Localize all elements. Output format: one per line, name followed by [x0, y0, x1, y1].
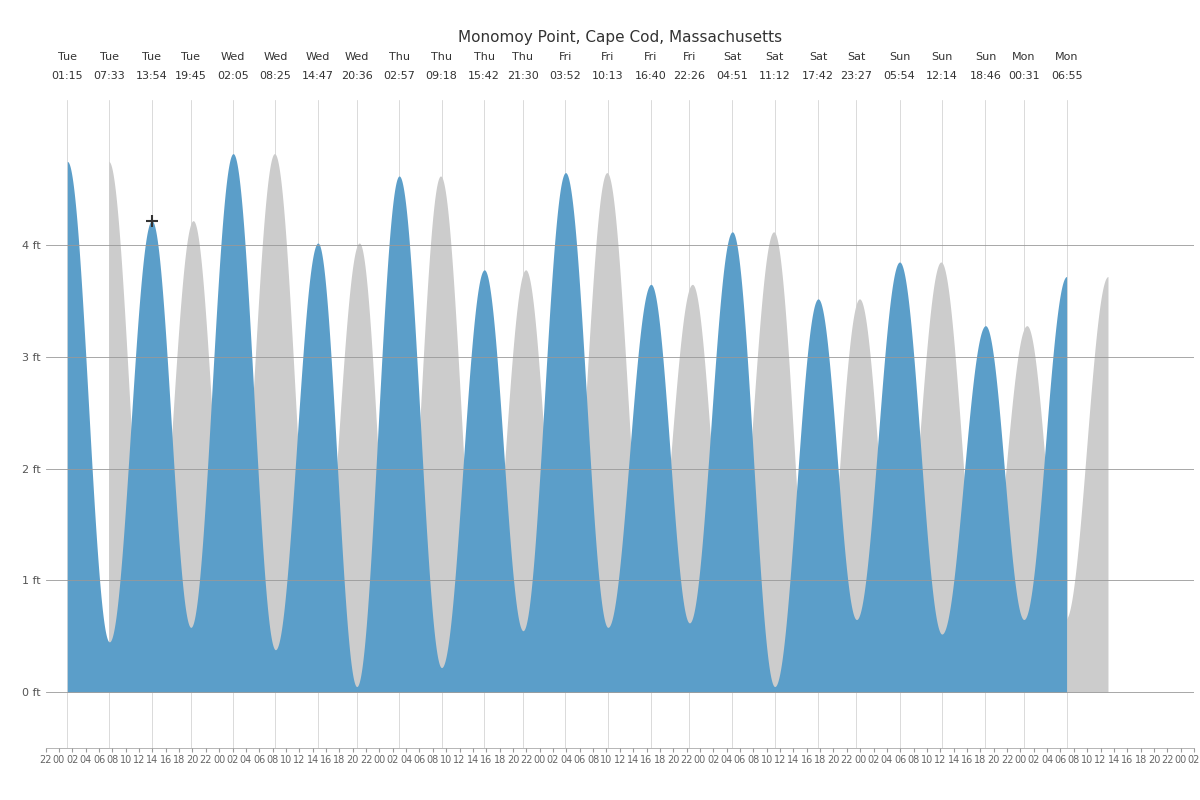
Text: 14:47: 14:47	[302, 70, 334, 81]
Text: 08:25: 08:25	[259, 70, 292, 81]
Text: Fri: Fri	[644, 53, 658, 62]
Text: 17:42: 17:42	[802, 70, 834, 81]
Text: Sat: Sat	[766, 53, 784, 62]
Text: 12:14: 12:14	[926, 70, 958, 81]
Text: 19:45: 19:45	[175, 70, 206, 81]
Text: 05:54: 05:54	[883, 70, 916, 81]
Text: Tue: Tue	[58, 53, 77, 62]
Text: Tue: Tue	[181, 53, 200, 62]
Text: 02:57: 02:57	[383, 70, 415, 81]
Text: Wed: Wed	[306, 53, 330, 62]
Text: 20:36: 20:36	[341, 70, 373, 81]
Text: Sun: Sun	[974, 53, 996, 62]
Text: Sun: Sun	[889, 53, 911, 62]
Text: Sat: Sat	[847, 53, 865, 62]
Text: Thu: Thu	[431, 53, 452, 62]
Text: 15:42: 15:42	[468, 70, 500, 81]
Text: Tue: Tue	[143, 53, 161, 62]
Text: Wed: Wed	[221, 53, 245, 62]
Text: 04:51: 04:51	[716, 70, 748, 81]
Text: Thu: Thu	[512, 53, 534, 62]
Text: Tue: Tue	[100, 53, 119, 62]
Text: Sat: Sat	[809, 53, 827, 62]
Text: 00:31: 00:31	[1008, 70, 1039, 81]
Text: 18:46: 18:46	[970, 70, 1002, 81]
Text: Thu: Thu	[389, 53, 409, 62]
Text: 21:30: 21:30	[508, 70, 539, 81]
Text: 13:54: 13:54	[136, 70, 168, 81]
Text: Fri: Fri	[601, 53, 614, 62]
Text: Mon: Mon	[1055, 53, 1079, 62]
Text: 16:40: 16:40	[635, 70, 667, 81]
Text: Wed: Wed	[344, 53, 368, 62]
Text: Sat: Sat	[724, 53, 742, 62]
Text: 01:15: 01:15	[52, 70, 83, 81]
Text: 23:27: 23:27	[840, 70, 872, 81]
Text: Fri: Fri	[559, 53, 572, 62]
Text: Fri: Fri	[683, 53, 696, 62]
Text: 10:13: 10:13	[592, 70, 624, 81]
Text: Wed: Wed	[263, 53, 288, 62]
Text: Thu: Thu	[474, 53, 494, 62]
Text: 22:26: 22:26	[673, 70, 706, 81]
Text: 07:33: 07:33	[94, 70, 125, 81]
Text: 06:55: 06:55	[1051, 70, 1082, 81]
Text: 03:52: 03:52	[550, 70, 581, 81]
Text: 11:12: 11:12	[758, 70, 791, 81]
Text: 02:05: 02:05	[217, 70, 248, 81]
Title: Monomoy Point, Cape Cod, Massachusetts: Monomoy Point, Cape Cod, Massachusetts	[457, 30, 782, 45]
Text: 09:18: 09:18	[426, 70, 457, 81]
Text: Sun: Sun	[931, 53, 953, 62]
Text: Mon: Mon	[1012, 53, 1036, 62]
